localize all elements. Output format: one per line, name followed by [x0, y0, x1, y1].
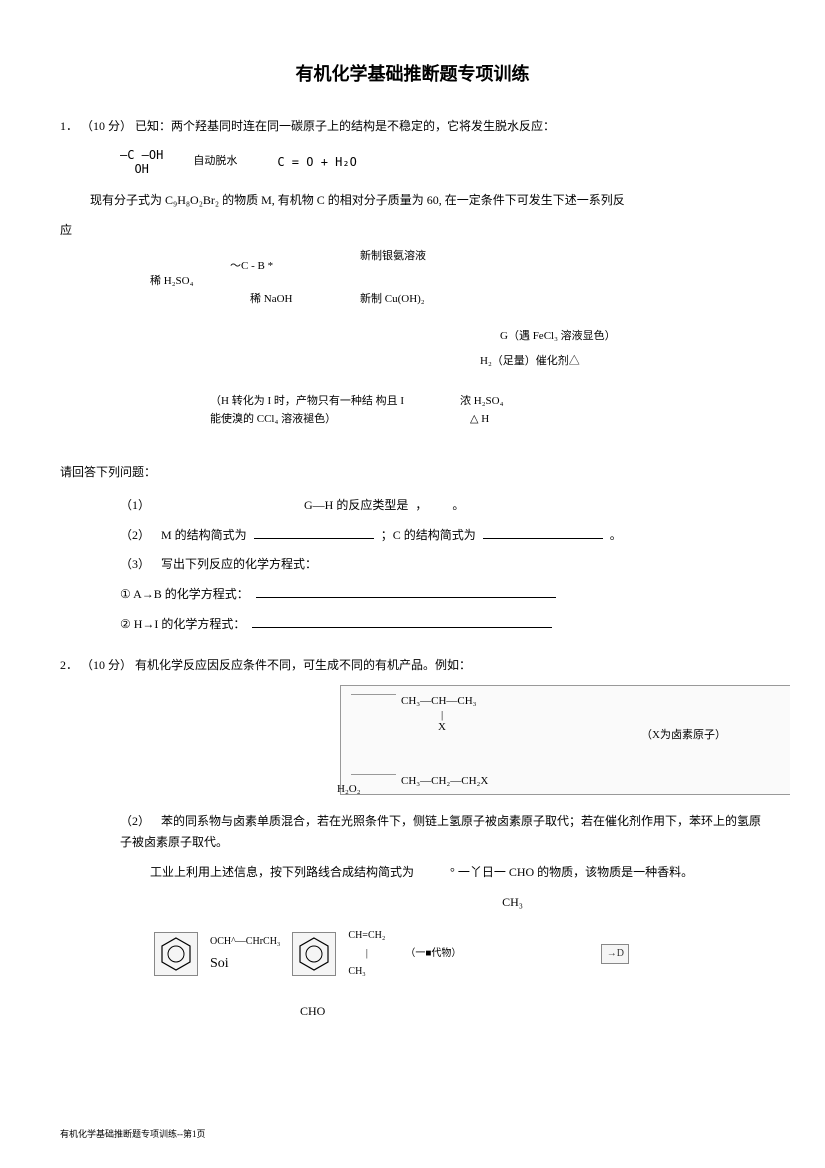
q2-synth-subnote: （一■代物）: [405, 945, 461, 963]
q2-synthesis-route: OCH^—CHrCH₃ Soi CH=CH₂ | CH₃ （一■代物） →D: [60, 927, 765, 981]
q1-sub3-2-text: ② H→I 的化学方程式：: [120, 617, 245, 631]
q1-sub1: （1） G—H 的反应类型是 ， 。: [60, 495, 765, 517]
q2-scheme-bottom: CH₃—CH₂—CH₂X: [401, 772, 488, 792]
q1-dehydration-scheme: —C —OH OH 自动脱水 C = O + H₂O: [60, 148, 765, 177]
q1-number: 1．: [60, 119, 78, 133]
q1-map-h2cat: H₂（足量）催化剂△: [480, 352, 580, 372]
q1-sub2-text1: M 的结构简式为: [161, 528, 247, 542]
q1-sub2-blank1: [254, 538, 374, 539]
q2-industry-mid: ° 一丫日一 CHO 的物质，该物质是一种香料。: [450, 865, 693, 879]
q2-synth-frag2: CH=CH₂: [348, 927, 385, 945]
q1-sub3-1-text: ① A→B 的化学方程式：: [120, 587, 249, 601]
q1-struct-left-main: —C —OH: [120, 148, 163, 162]
q1-struct-right-main: C = O + H₂O: [277, 155, 356, 169]
q1-map-htoi2: 能使溴的 CCl₄ 溶液褪色）: [210, 410, 336, 430]
q1-intro-line: 1． （10 分） 已知：两个羟基同时连在同一碳原子上的结构是不稳定的，它将发生…: [60, 116, 765, 138]
q1-sub2-tail: 。: [610, 528, 622, 542]
q1-map-g: G（遇 FeCl₃ 溶液显色）: [500, 327, 616, 347]
q2-ch3: CH₃: [502, 895, 523, 909]
q1-sub1-label: （1）: [120, 495, 150, 517]
q2-cho-text: CHO: [300, 1004, 325, 1018]
q1-sub3-text: 写出下列反应的化学方程式：: [161, 557, 317, 571]
question-1: 1． （10 分） 已知：两个羟基同时连在同一碳原子上的结构是不稳定的，它将发生…: [60, 116, 765, 635]
page-title: 有机化学基础推断题专项训练: [60, 60, 765, 86]
q1-map-h2so4: 稀 H₂SO₄: [150, 272, 193, 292]
q1-given-text: 现有分子式为 C₉H₈O₂Br₂ 的物质 M, 有机物 C 的相对分子质量为 6…: [90, 193, 625, 207]
q1-sub3-1-blank: [256, 597, 556, 598]
q1-sub3-2-blank: [252, 627, 552, 628]
q1-map-ag: 新制银氨溶液: [360, 247, 426, 267]
benzene-icon-1: [154, 932, 198, 976]
q2-synth-soi: Soi: [210, 951, 280, 976]
q2-scheme-note: （X为卤素原子）: [641, 726, 726, 746]
q1-map-cuoh: 新制 Cu(OH)₂: [360, 290, 425, 310]
q2-reaction-scheme: CH₃—CH—CH₃ | X （X为卤素原子） CH₃—CH₂—CH₂X H₂O…: [340, 685, 790, 795]
q1-given-end-text: 应: [60, 223, 72, 237]
q1-given: 现有分子式为 C₉H₈O₂Br₂ 的物质 M, 有机物 C 的相对分子质量为 6…: [60, 190, 765, 212]
q2-industry: 工业上利用上述信息，按下列路线合成结构简式为 ° 一丫日一 CHO 的物质，该物…: [60, 862, 765, 884]
arrow-d-icon: →D: [601, 944, 629, 964]
q2-cho: CHO: [60, 1001, 765, 1023]
q1-sub3-label: （3）: [120, 554, 150, 576]
q2-synth-label1: OCH^—CHrCH₃: [210, 933, 280, 951]
q1-sub1-text: G—H 的反应类型是: [304, 498, 408, 512]
q1-sub2-label: （2）: [120, 525, 150, 547]
q1-points: （10 分）: [81, 119, 132, 133]
q2-ch3-line: CH₃: [60, 892, 765, 914]
q2-synth-frag2b: CH₃: [348, 963, 385, 981]
q1-sub1-blank: ，: [415, 495, 445, 517]
q1-struct-left: —C —OH OH: [120, 148, 163, 177]
page-footer: 有机化学基础推断题专项训练--第1页: [60, 1127, 206, 1140]
q1-map-deltah: △ H: [470, 410, 489, 430]
q1-sub2-blank2: [483, 538, 603, 539]
q2-intro-line: 2． （10 分） 有机化学反应因反应条件不同，可生成不同的有机产品。例如：: [60, 655, 765, 677]
q1-intro: 已知：两个羟基同时连在同一碳原子上的结构是不稳定的，它将发生脱水反应：: [135, 119, 555, 133]
q2-sub2-text: 苯的同系物与卤素单质混合，若在光照条件下，侧链上氢原子被卤素原子取代；若在催化剂…: [120, 814, 761, 850]
q2-industry-text: 工业上利用上述信息，按下列路线合成结构简式为: [150, 865, 414, 879]
q2-sub2-label: （2）: [120, 811, 150, 833]
q1-sub3-1: ① A→B 的化学方程式：: [60, 584, 765, 606]
q1-sub3-2: ② H→I 的化学方程式：: [60, 614, 765, 636]
q1-reaction-map: 稀 H₂SO₄ ～C - B * 稀 NaOH 新制银氨溶液 新制 Cu(OH)…: [60, 252, 765, 442]
benzene-icon-2: [292, 932, 336, 976]
q1-given-end: 应: [60, 220, 765, 242]
q2-scheme-h2o2: H₂O₂: [337, 780, 361, 800]
q1-sub1-tail: 。: [452, 498, 464, 512]
q1-sub2: （2） M 的结构简式为 ；C 的结构简式为 。: [60, 525, 765, 547]
q2-scheme-x: X: [438, 718, 446, 738]
q1-sub2-text2: ；C 的结构简式为: [381, 528, 476, 542]
q2-synth-arrowd: →D: [607, 945, 624, 963]
q2-sub2: （2） 苯的同系物与卤素单质混合，若在光照条件下，侧链上氢原子被卤素原子取代；若…: [60, 811, 765, 854]
q2-scheme-top: CH₃—CH—CH₃: [401, 692, 477, 712]
q2-points: （10 分）: [81, 658, 132, 672]
q1-sub3: （3） 写出下列反应的化学方程式：: [60, 554, 765, 576]
q1-auto-dehydrate: 自动脱水: [193, 152, 237, 172]
q1-struct-right: C = O + H₂O: [277, 155, 356, 169]
q2-intro: 有机化学反应因反应条件不同，可生成不同的有机产品。例如：: [135, 658, 471, 672]
question-2: 2． （10 分） 有机化学反应因反应条件不同，可生成不同的有机产品。例如： C…: [60, 655, 765, 1023]
q2-number: 2．: [60, 658, 78, 672]
q1-map-cb: ～C - B *: [230, 257, 273, 277]
q1-map-htoi1: （H 转化为 I 时，产物只有一种结 构且 I: [210, 392, 404, 412]
q1-answer-prompt: 请回答下列问题：: [60, 462, 765, 484]
q1-map-conc: 浓 H₂SO₄: [460, 392, 503, 412]
q1-map-naoh: 稀 NaOH: [250, 290, 292, 310]
q1-struct-left-oh: OH: [120, 162, 163, 176]
